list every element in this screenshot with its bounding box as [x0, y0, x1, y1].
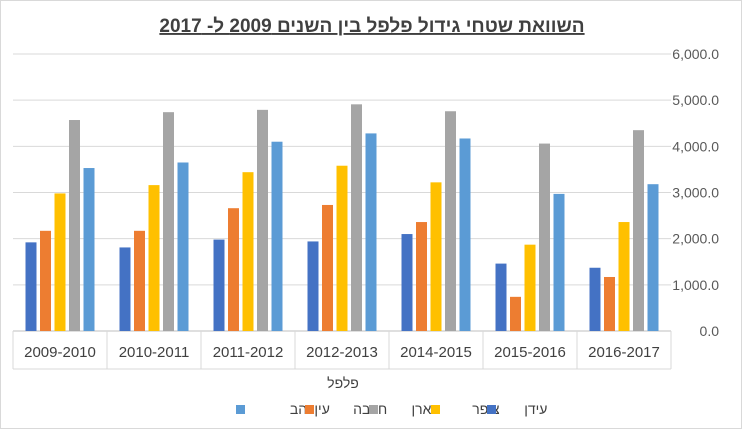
y-tick-label: 4,000.0: [672, 138, 719, 154]
bar: [257, 109, 268, 331]
legend: עין יהבחצבהפארןצופרעידן: [236, 401, 547, 417]
bar: [416, 222, 427, 331]
x-axis-title: פלפל: [327, 375, 359, 391]
bar: [647, 184, 659, 331]
bar: [54, 193, 66, 331]
legend-swatch: [305, 405, 314, 414]
bar: [271, 141, 283, 331]
x-tick-label: 2014-2015: [400, 344, 472, 361]
bar: [604, 276, 615, 331]
bar: [242, 172, 254, 331]
bar: [163, 112, 174, 331]
legend-swatch: [369, 405, 378, 414]
x-tick-label: 2015-2016: [494, 344, 566, 361]
bar: [553, 193, 565, 331]
legend-swatch: [236, 405, 245, 414]
y-tick-label: 6,000.0: [672, 46, 719, 62]
bar: [510, 296, 521, 331]
bar: [430, 182, 442, 331]
y-tick-label: 2,000.0: [672, 231, 719, 247]
x-tick-label: 2011-2012: [213, 344, 284, 361]
bar: [322, 204, 333, 331]
bar: [40, 230, 51, 331]
y-tick-label: 5,000.0: [672, 92, 719, 108]
x-tick-label: 2012-2013: [306, 344, 378, 361]
x-axis: 2009-2010 2010-2011 2011-2012 2012-2013 2014…: [12, 331, 672, 370]
y-axis: 0.0 1,000.0 2,000.0 3,000.0 4,000.0 5,000.0 6,…: [672, 46, 719, 339]
bar: [445, 111, 456, 331]
bar: [459, 138, 471, 331]
bar: [134, 230, 145, 331]
bar: [148, 185, 160, 331]
bar: [365, 133, 377, 331]
bar: [119, 247, 131, 331]
bar: [589, 267, 601, 331]
chart-title: השוואת שטחי גידול פלפל בין השנים 2009 ל-…: [159, 16, 584, 37]
y-tick-label: 1,000.0: [672, 277, 719, 293]
bar: [228, 208, 239, 331]
bar: [69, 120, 80, 331]
bar: [524, 244, 536, 331]
legend-label: עידן: [524, 401, 547, 417]
bar: [307, 241, 319, 331]
bars: [25, 104, 659, 332]
bar: [401, 234, 413, 331]
bar: [495, 263, 507, 331]
bar: [83, 168, 95, 331]
x-tick-label: 2010-2011: [119, 344, 190, 361]
y-tick-label: 3,000.0: [672, 185, 719, 201]
x-tick-label: 2016-2017: [588, 344, 660, 361]
bar: [351, 104, 362, 332]
bar: [539, 143, 550, 331]
bar: [618, 222, 630, 331]
x-tick-label: 2009-2010: [24, 344, 96, 361]
bar: [177, 162, 189, 331]
bar: [213, 239, 225, 331]
legend-swatch: [431, 405, 440, 414]
bar: [336, 165, 348, 331]
bar: [633, 130, 644, 331]
legend-swatch: [487, 405, 496, 414]
y-tick-label: 0.0: [700, 323, 720, 339]
bar: [25, 242, 37, 331]
